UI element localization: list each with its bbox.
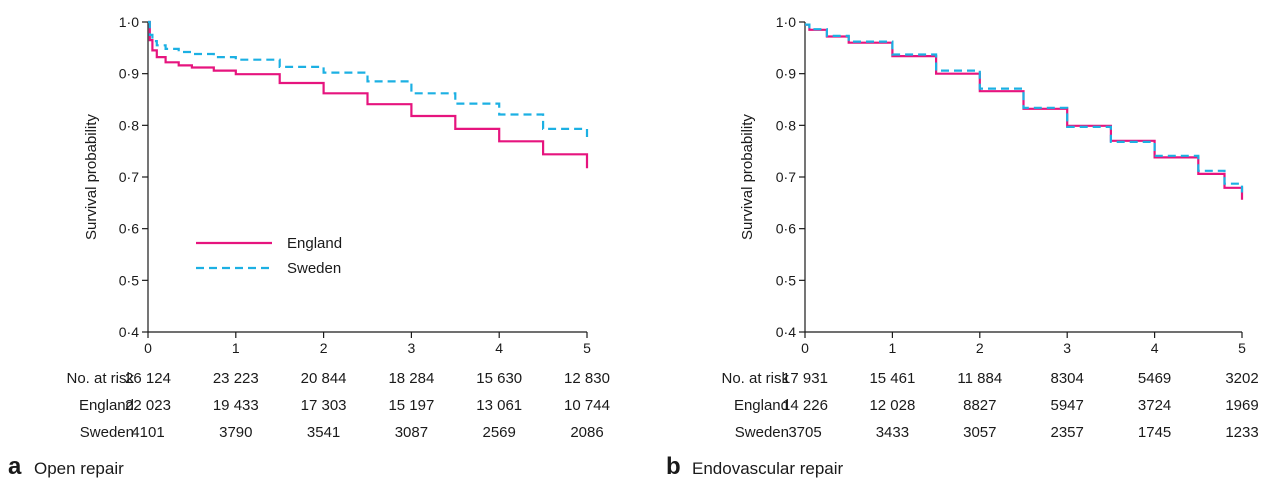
series-line-sweden	[148, 20, 589, 141]
risk-value: 18 284	[388, 370, 434, 387]
risk-value: 3087	[395, 424, 428, 441]
y-tick-label: 0·4	[776, 324, 796, 340]
x-tick-label: 1	[889, 340, 897, 356]
risk-value: 15 197	[388, 397, 434, 414]
y-tick-label: 1·0	[119, 14, 139, 30]
y-axis-label: Survival probability	[739, 114, 756, 240]
risk-value: 20 844	[301, 370, 347, 387]
x-tick-label: 4	[495, 340, 503, 356]
risk-value: 3202	[1225, 370, 1258, 387]
risk-row-label: No. at risk	[66, 370, 134, 387]
panel-title: Open repair	[34, 459, 124, 478]
risk-value: 1233	[1225, 424, 1258, 441]
risk-value: 11 884	[957, 370, 1002, 387]
risk-value: 23 223	[213, 370, 259, 387]
legend: England Sweden	[196, 235, 342, 277]
x-tick-label: 5	[583, 340, 591, 356]
risk-value: 2569	[483, 424, 516, 441]
panel-letter: b	[666, 453, 681, 480]
y-tick-label: 0·9	[776, 66, 796, 82]
x-tick-label: 5	[1238, 340, 1246, 356]
risk-value: 17 303	[301, 397, 347, 414]
x-tick-label: 1	[232, 340, 240, 356]
risk-value: 8827	[963, 397, 996, 414]
risk-value: 4101	[131, 424, 164, 441]
risk-value: 15 630	[476, 370, 522, 387]
risk-value: 1745	[1138, 424, 1171, 441]
x-tick-label: 3	[1063, 340, 1071, 356]
panel-a: 0·4 0·5 0·6 0·7 0·8 0·9 1·0 0 1 2 3 4 5 Survival prob…	[8, 14, 610, 480]
panel-title: Endovascular repair	[692, 459, 844, 478]
risk-value: 5469	[1138, 370, 1171, 387]
legend-label-england: England	[287, 235, 342, 252]
y-tick-label: 0·4	[119, 324, 139, 340]
risk-value: 26 124	[125, 370, 171, 387]
risk-value: 8304	[1051, 370, 1084, 387]
risk-value: 3541	[307, 424, 340, 441]
series-line-england	[805, 23, 1244, 200]
y-axis-label: Survival probability	[83, 114, 100, 240]
risk-row-label: England	[79, 397, 134, 414]
series-line-sweden	[805, 23, 1244, 193]
x-tick-label: 2	[976, 340, 984, 356]
panel-letter: a	[8, 453, 22, 480]
y-tick-label: 0·8	[776, 117, 796, 133]
risk-value: 5947	[1051, 397, 1084, 414]
risk-value: 22 023	[125, 397, 171, 414]
y-tick-label: 0·6	[119, 221, 139, 237]
risk-row-label: Sweden	[735, 424, 789, 441]
y-tick-label: 0·5	[776, 272, 796, 288]
risk-value: 13 061	[476, 397, 522, 414]
risk-value: 3724	[1138, 397, 1171, 414]
risk-row-label: No. at risk	[721, 370, 789, 387]
risk-value: 12 028	[869, 397, 915, 414]
risk-value: 1969	[1225, 397, 1258, 414]
risk-value: 15 461	[869, 370, 915, 387]
risk-value: 17 931	[782, 370, 828, 387]
x-tick-label: 2	[320, 340, 328, 356]
risk-value: 2357	[1051, 424, 1084, 441]
risk-value: 2086	[570, 424, 603, 441]
legend-label-sweden: Sweden	[287, 260, 341, 277]
series-line-england	[148, 20, 589, 169]
risk-value: 12 830	[564, 370, 610, 387]
risk-value: 10 744	[564, 397, 610, 414]
x-tick-label: 0	[801, 340, 809, 356]
x-tick-label: 0	[144, 340, 152, 356]
risk-value: 19 433	[213, 397, 259, 414]
y-tick-label: 0·5	[119, 272, 139, 288]
risk-value: 14 226	[782, 397, 828, 414]
risk-row-label: England	[734, 397, 789, 414]
risk-value: 3790	[219, 424, 252, 441]
y-tick-label: 1·0	[776, 14, 796, 30]
y-tick-label: 0·7	[119, 169, 139, 185]
risk-value: 3705	[788, 424, 821, 441]
y-tick-label: 0·9	[119, 66, 139, 82]
y-tick-label: 0·8	[119, 117, 139, 133]
panel-b: 0·4 0·5 0·6 0·7 0·8 0·9 1·0 0 1 2 3 4 5 Survival prob…	[666, 14, 1259, 480]
x-tick-label: 4	[1151, 340, 1159, 356]
risk-row-label: Sweden	[80, 424, 134, 441]
y-tick-label: 0·7	[776, 169, 796, 185]
risk-value: 3057	[963, 424, 996, 441]
x-tick-label: 3	[408, 340, 416, 356]
risk-value: 3433	[876, 424, 909, 441]
y-tick-label: 0·6	[776, 221, 796, 237]
